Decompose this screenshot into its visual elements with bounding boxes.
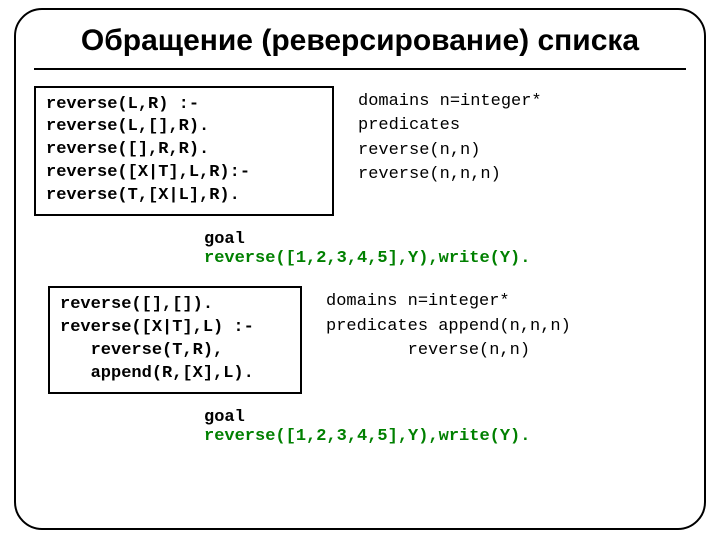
goal-label-1: goal [204, 230, 686, 249]
domains-block-1: domains n=integer* predicates reverse(n,… [358, 86, 542, 189]
row-1: reverse(L,R) :- reverse(L,[],R). reverse… [34, 86, 686, 217]
slide-frame: Обращение (реверсирование) списка revers… [14, 8, 706, 530]
goal-label-2: goal [204, 408, 686, 427]
goal-code-2: reverse([1,2,3,4,5],Y),write(Y). [204, 427, 686, 446]
domains-block-2: domains n=integer* predicates append(n,n… [326, 286, 571, 364]
goal-block-1: goal reverse([1,2,3,4,5],Y),write(Y). [204, 230, 686, 268]
row-2: reverse([],[]). reverse([X|T],L) :- reve… [34, 286, 686, 394]
goal-block-2: goal reverse([1,2,3,4,5],Y),write(Y). [204, 408, 686, 446]
code-box-reverse-append: reverse([],[]). reverse([X|T],L) :- reve… [48, 286, 302, 394]
goal-code-1: reverse([1,2,3,4,5],Y),write(Y). [204, 249, 686, 268]
title-divider [34, 68, 686, 70]
slide-title: Обращение (реверсирование) списка [34, 22, 686, 60]
code-box-reverse-acc: reverse(L,R) :- reverse(L,[],R). reverse… [34, 86, 334, 217]
